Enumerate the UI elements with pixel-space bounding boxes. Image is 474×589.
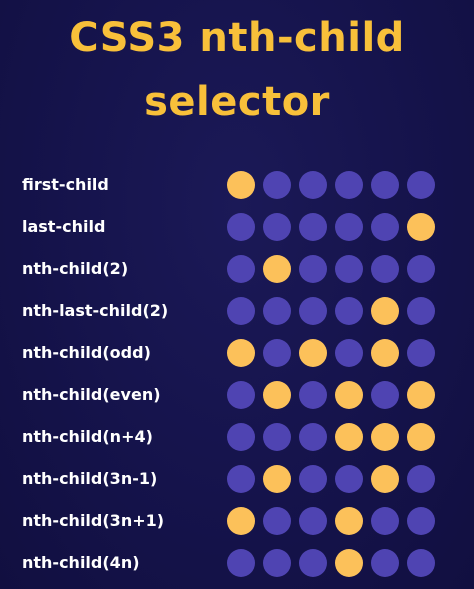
element-dot (407, 549, 435, 577)
element-dot (335, 465, 363, 493)
selected-element-dot (335, 423, 363, 451)
element-dot (299, 423, 327, 451)
element-dot (371, 507, 399, 535)
selector-label: nth-child(even) (22, 385, 161, 404)
selected-element-dot (335, 507, 363, 535)
selector-row: nth-child(even) (0, 374, 474, 416)
element-dot (263, 213, 291, 241)
selector-row: nth-child(4n) (0, 542, 474, 584)
element-dot (299, 381, 327, 409)
selected-element-dot (371, 339, 399, 367)
element-dot (371, 171, 399, 199)
selector-label: nth-last-child(2) (22, 301, 169, 320)
title-line-2: selector (144, 79, 330, 125)
selector-label: nth-child(odd) (22, 343, 151, 362)
element-dot (407, 339, 435, 367)
element-dot (263, 171, 291, 199)
element-dot (407, 297, 435, 325)
selector-row: nth-child(odd) (0, 332, 474, 374)
selector-row: nth-last-child(2) (0, 290, 474, 332)
element-dot (227, 423, 255, 451)
selected-element-dot (263, 255, 291, 283)
element-dot (299, 549, 327, 577)
selector-label: nth-child(3n+1) (22, 511, 165, 530)
element-dot (299, 507, 327, 535)
title-line-1: CSS3 nth-child (69, 15, 405, 61)
selector-row: nth-child(n+4) (0, 416, 474, 458)
element-dot (227, 549, 255, 577)
selected-element-dot (227, 339, 255, 367)
element-dot (299, 213, 327, 241)
element-dot (227, 381, 255, 409)
element-dot (263, 507, 291, 535)
element-dot (299, 465, 327, 493)
selector-row: first-child (0, 164, 474, 206)
element-dot (263, 339, 291, 367)
selector-row: nth-child(2) (0, 248, 474, 290)
selected-element-dot (335, 549, 363, 577)
element-dot (407, 255, 435, 283)
element-dot (335, 255, 363, 283)
selected-element-dot (371, 423, 399, 451)
selector-label: first-child (22, 175, 109, 194)
element-dot (227, 213, 255, 241)
selected-element-dot (371, 465, 399, 493)
element-dot (263, 423, 291, 451)
selected-element-dot (407, 213, 435, 241)
selector-label: last-child (22, 217, 106, 236)
selected-element-dot (299, 339, 327, 367)
element-dot (227, 255, 255, 283)
element-dot (263, 297, 291, 325)
selector-row: nth-child(3n-1) (0, 458, 474, 500)
element-dot (227, 297, 255, 325)
element-dot (371, 381, 399, 409)
selected-element-dot (407, 381, 435, 409)
selected-element-dot (263, 465, 291, 493)
selected-element-dot (335, 381, 363, 409)
element-dot (371, 549, 399, 577)
element-dot (335, 171, 363, 199)
element-dot (371, 213, 399, 241)
element-dot (407, 171, 435, 199)
selector-row: last-child (0, 206, 474, 248)
element-dot (299, 171, 327, 199)
element-dot (407, 465, 435, 493)
element-dot (299, 297, 327, 325)
selector-label: nth-child(4n) (22, 553, 140, 572)
element-dot (299, 255, 327, 283)
selected-element-dot (227, 171, 255, 199)
element-dot (227, 465, 255, 493)
selector-row: nth-child(3n+1) (0, 500, 474, 542)
selector-label: nth-child(3n-1) (22, 469, 158, 488)
selected-element-dot (227, 507, 255, 535)
selected-element-dot (263, 381, 291, 409)
element-dot (407, 507, 435, 535)
element-dot (371, 255, 399, 283)
selected-element-dot (371, 297, 399, 325)
selector-label: nth-child(n+4) (22, 427, 153, 446)
selected-element-dot (407, 423, 435, 451)
element-dot (335, 213, 363, 241)
selector-label: nth-child(2) (22, 259, 129, 278)
element-dot (263, 549, 291, 577)
element-dot (335, 297, 363, 325)
element-dot (335, 339, 363, 367)
